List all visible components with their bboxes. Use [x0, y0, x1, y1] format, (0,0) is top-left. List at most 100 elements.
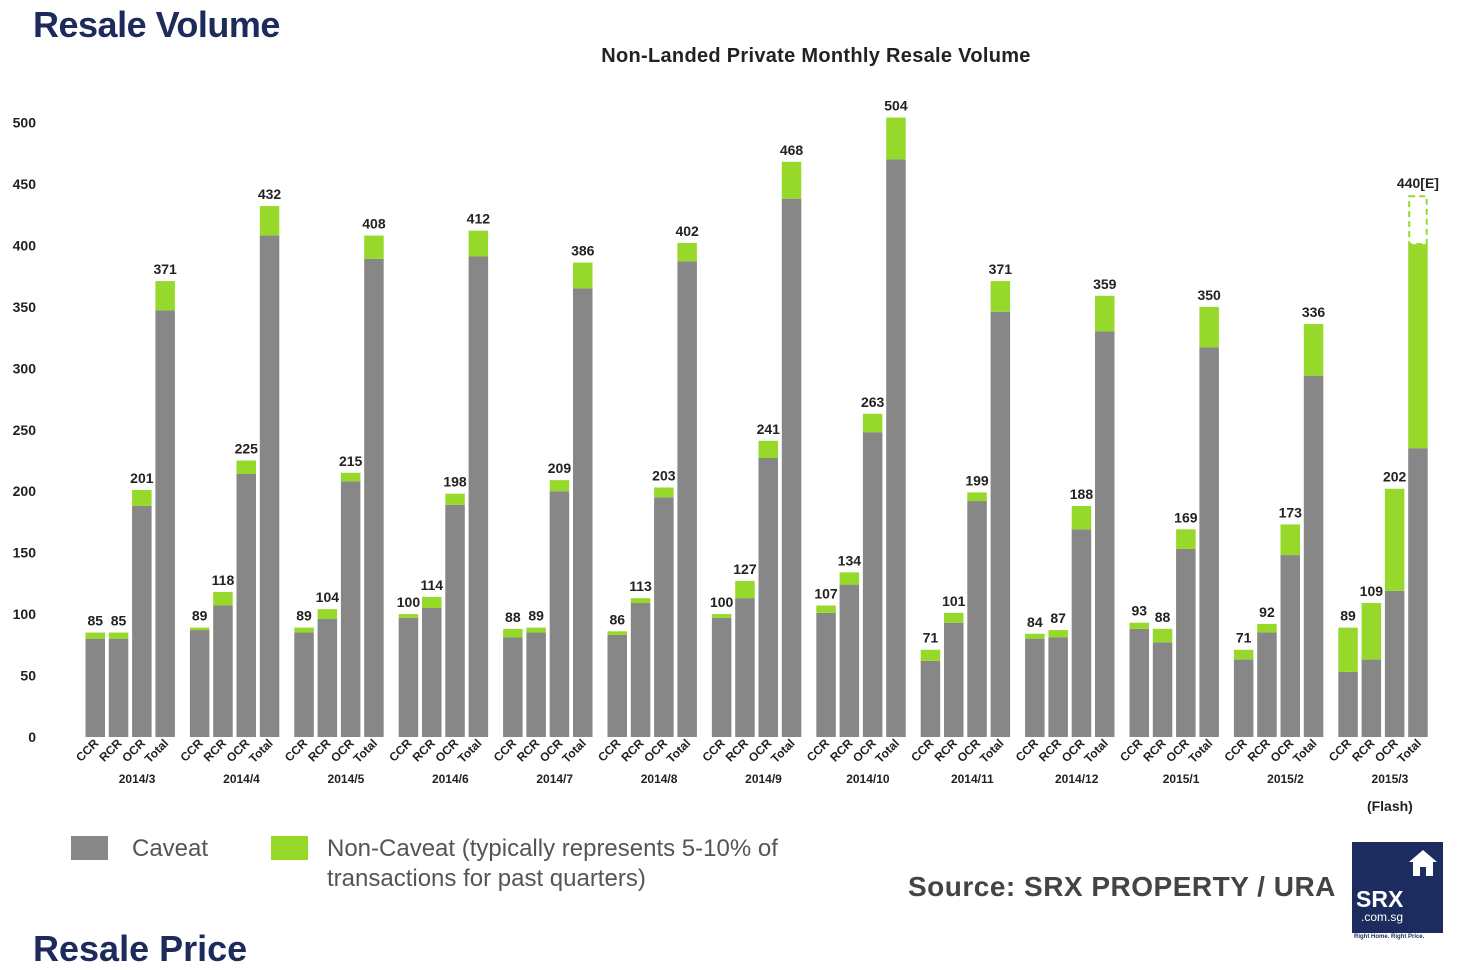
bar-non-caveat — [189, 627, 210, 631]
bar-non-caveat — [781, 161, 802, 199]
bar-non-caveat — [468, 230, 489, 257]
bar-caveat — [1384, 590, 1405, 737]
bar-non-caveat — [364, 235, 384, 259]
x-group-label: 2014/7 — [536, 772, 573, 786]
bar-non-caveat — [1338, 627, 1358, 672]
bar-caveat — [422, 607, 442, 737]
x-subcategory-label: OCR — [1372, 736, 1401, 765]
x-subcategory-label: CCR — [804, 736, 833, 765]
bar-non-caveat — [1233, 649, 1254, 660]
x-subcategory-label: OCR — [537, 736, 566, 765]
x-subcategory-label: CCR — [1117, 736, 1146, 765]
bar-non-caveat — [85, 632, 105, 639]
legend-swatch-caveat — [71, 836, 108, 860]
bar-non-caveat — [213, 591, 233, 606]
x-subcategory-label: RCR — [618, 736, 647, 765]
x-subcategory-label: CCR — [491, 736, 520, 765]
bar-non-caveat — [1025, 633, 1045, 639]
x-subcategory-label: CCR — [699, 736, 728, 765]
bar-non-caveat — [1361, 603, 1382, 660]
data-label: 504 — [884, 98, 908, 114]
bar-caveat — [503, 637, 523, 737]
legend-label-non-caveat-line1: Non-Caveat (typically represents 5-10% o… — [327, 835, 778, 862]
data-label: 202 — [1383, 469, 1407, 485]
bar-caveat — [526, 632, 546, 737]
bar-caveat — [573, 288, 593, 737]
bar-caveat — [886, 159, 906, 737]
bar-caveat — [340, 481, 361, 737]
data-label: 86 — [609, 611, 625, 627]
bar-non-caveat — [1303, 324, 1324, 376]
x-subcategory-label: RCR — [1036, 736, 1065, 765]
x-subcategory-label: CCR — [595, 736, 624, 765]
bar-caveat — [862, 432, 883, 737]
bar-non-caveat — [445, 493, 465, 505]
x-subcategory-label: OCR — [224, 736, 253, 765]
bar-caveat — [1361, 659, 1382, 737]
data-label: 71 — [1236, 630, 1252, 646]
x-subcategory-label: Total — [768, 736, 798, 766]
bar-non-caveat — [607, 631, 627, 635]
house-icon — [1409, 850, 1437, 876]
data-label: 71 — [923, 630, 939, 646]
bar-caveat — [1199, 347, 1219, 737]
bar-non-caveat — [259, 206, 280, 236]
bar-non-caveat — [398, 614, 419, 618]
bar-non-caveat — [526, 627, 546, 633]
x-subcategory-label: OCR — [954, 736, 983, 765]
x-subcategory-label: CCR — [1013, 736, 1042, 765]
bar-non-caveat — [108, 632, 129, 639]
bar-caveat — [1303, 375, 1324, 737]
bar-caveat — [816, 612, 836, 737]
srx-logo: SRX .com.sg — [1352, 842, 1443, 933]
x-axis: CCRRCROCRTotal2014/3CCRRCROCRTotal2014/4… — [73, 736, 1424, 814]
x-subcategory-label: Total — [873, 736, 903, 766]
data-label: 93 — [1131, 603, 1147, 619]
bar-non-caveat — [839, 572, 860, 585]
bar-non-caveat — [317, 609, 338, 620]
chart-title: Non-Landed Private Monthly Resale Volume — [601, 45, 1030, 67]
x-subcategory-label: RCR — [932, 736, 961, 765]
bar-non-caveat — [862, 413, 883, 433]
bar-non-caveat — [1048, 630, 1068, 638]
x-subcategory-label: CCR — [1221, 736, 1250, 765]
bar-caveat — [213, 605, 233, 737]
data-label: 241 — [757, 421, 781, 437]
bar-caveat — [549, 491, 570, 737]
legend-swatch-non-caveat — [271, 836, 308, 860]
x-group-label: 2014/3 — [119, 772, 156, 786]
x-group-label: 2014/6 — [432, 772, 469, 786]
x-subcategory-label: OCR — [432, 736, 461, 765]
bar-caveat — [967, 501, 987, 737]
data-label: 350 — [1197, 287, 1221, 303]
bar-non-caveat — [990, 281, 1011, 312]
x-subcategory-label: Total — [246, 736, 276, 766]
data-label: 114 — [420, 577, 443, 593]
logo-wordmark: SRX — [1356, 886, 1404, 912]
x-subcategory-label: CCR — [282, 736, 311, 765]
data-label: 89 — [1340, 608, 1356, 624]
y-tick-label: 450 — [13, 176, 37, 192]
bar-non-caveat — [711, 614, 732, 618]
bar-caveat — [1338, 671, 1358, 737]
bar-non-caveat — [1152, 628, 1173, 643]
x-subcategory-label: Total — [351, 736, 381, 766]
x-subcategory-label: CCR — [1326, 736, 1355, 765]
x-subcategory-label: OCR — [746, 736, 775, 765]
x-group-label: 2014/10 — [846, 772, 890, 786]
data-label: 104 — [316, 589, 340, 605]
x-group-label: 2015/3 — [1372, 772, 1409, 786]
data-label: 85 — [87, 613, 103, 629]
data-label: 88 — [1155, 609, 1171, 625]
bar-non-caveat — [132, 489, 152, 506]
y-tick-label: 50 — [20, 668, 36, 684]
x-subcategory-label: Total — [977, 736, 1007, 766]
data-label: 107 — [814, 585, 838, 601]
x-subcategory-label: OCR — [1268, 736, 1297, 765]
bar-caveat — [758, 458, 778, 737]
bar-caveat — [1257, 632, 1277, 737]
bar-non-caveat — [549, 480, 570, 492]
data-label: 201 — [130, 470, 154, 486]
x-subcategory-label: OCR — [1059, 736, 1088, 765]
bar-non-caveat — [816, 605, 836, 613]
